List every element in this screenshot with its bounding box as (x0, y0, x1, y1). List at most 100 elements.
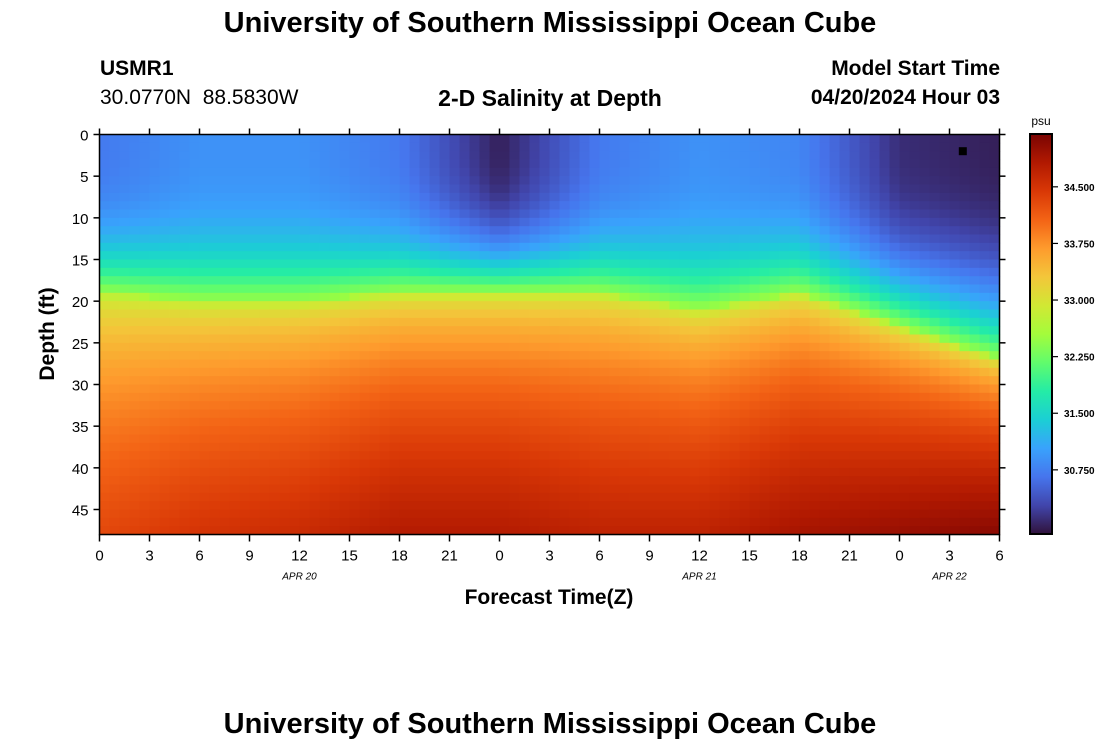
heatmap-cell (259, 309, 271, 319)
heatmap-cell (469, 134, 481, 144)
heatmap-cell (829, 359, 841, 369)
heatmap-cell (719, 176, 731, 186)
heatmap-cell (869, 226, 881, 236)
heatmap-cell (229, 217, 241, 227)
heatmap-cell (729, 309, 741, 319)
heatmap-cell (499, 376, 511, 386)
heatmap-cell (519, 384, 531, 394)
heatmap-cell (449, 459, 461, 469)
heatmap-cell (349, 276, 361, 286)
heatmap-cell (459, 342, 471, 352)
heatmap-cell (269, 434, 281, 444)
heatmap-cell (209, 292, 221, 302)
heatmap-cell (259, 134, 271, 144)
heatmap-cell (859, 167, 871, 177)
heatmap-cell (119, 276, 131, 286)
heatmap-cell (799, 301, 811, 311)
heatmap-cell (499, 367, 511, 377)
heatmap-cell (939, 309, 951, 319)
heatmap-cell (989, 492, 1001, 502)
heatmap-cell (139, 292, 151, 302)
heatmap-cell (979, 392, 991, 402)
heatmap-cell (539, 251, 551, 261)
heatmap-cell (909, 317, 921, 327)
heatmap-cell (599, 501, 611, 511)
heatmap-cell (939, 367, 951, 377)
heatmap-cell (369, 276, 381, 286)
heatmap-cell (369, 351, 381, 361)
heatmap-cell (489, 501, 501, 511)
heatmap-cell (929, 451, 941, 461)
heatmap-cell (319, 467, 331, 477)
heatmap-cell (469, 309, 481, 319)
heatmap-cell (559, 517, 571, 527)
heatmap-cell (839, 242, 851, 252)
heatmap-cell (219, 217, 231, 227)
heatmap-cell (139, 209, 151, 219)
heatmap-cell (649, 467, 661, 477)
heatmap-cell (339, 292, 351, 302)
heatmap-cell (829, 501, 841, 511)
heatmap-cell (839, 234, 851, 244)
heatmap-cell (169, 459, 181, 469)
heatmap-cell (809, 309, 821, 319)
heatmap-cell (129, 392, 141, 402)
heatmap-cell (689, 234, 701, 244)
heatmap-cell (989, 317, 1001, 327)
heatmap-cell (719, 426, 731, 436)
heatmap-cell (789, 517, 801, 527)
heatmap-cell (969, 151, 981, 161)
heatmap-cell (159, 501, 171, 511)
heatmap-cell (189, 151, 201, 161)
heatmap-cell (189, 384, 201, 394)
heatmap-cell (219, 426, 231, 436)
heatmap-cell (549, 192, 561, 202)
heatmap-cell (149, 234, 161, 244)
heatmap-cell (209, 134, 221, 144)
heatmap-cell (539, 401, 551, 411)
heatmap-cell (589, 417, 601, 427)
heatmap-cell (289, 367, 301, 377)
heatmap-cell (659, 451, 671, 461)
heatmap-cell (119, 334, 131, 344)
heatmap-cell (279, 426, 291, 436)
heatmap-cell (189, 184, 201, 194)
heatmap-cell (819, 276, 831, 286)
heatmap-cell (279, 517, 291, 527)
heatmap-cell (949, 317, 961, 327)
heatmap-cell (829, 384, 841, 394)
heatmap-cell (409, 451, 421, 461)
heatmap-cell (349, 351, 361, 361)
heatmap-cell (859, 192, 871, 202)
heatmap-cell (509, 417, 521, 427)
heatmap-cell (569, 517, 581, 527)
heatmap-cell (169, 251, 181, 261)
heatmap-cell (829, 484, 841, 494)
heatmap-cell (629, 526, 641, 536)
heatmap-cell (279, 226, 291, 236)
heatmap-cell (749, 184, 761, 194)
heatmap-cell (569, 317, 581, 327)
heatmap-cell (379, 476, 391, 486)
y-axis-label: Depth (ft) (36, 287, 59, 380)
heatmap-cell (399, 134, 411, 144)
heatmap-cell (869, 384, 881, 394)
heatmap-cell (419, 467, 431, 477)
heatmap-cell (259, 259, 271, 269)
heatmap-cell (799, 442, 811, 452)
heatmap-cell (919, 184, 931, 194)
heatmap-cell (849, 492, 861, 502)
heatmap-cell (569, 284, 581, 294)
heatmap-cell (769, 367, 781, 377)
heatmap-cell (879, 359, 891, 369)
heatmap-cell (869, 401, 881, 411)
heatmap-cell (709, 509, 721, 519)
heatmap-cell (209, 217, 221, 227)
heatmap-cell (379, 434, 391, 444)
heatmap-cell (319, 184, 331, 194)
heatmap-cell (129, 292, 141, 302)
heatmap-cell (209, 226, 221, 236)
heatmap-cell (549, 167, 561, 177)
heatmap-cell (789, 501, 801, 511)
heatmap-cell (359, 334, 371, 344)
